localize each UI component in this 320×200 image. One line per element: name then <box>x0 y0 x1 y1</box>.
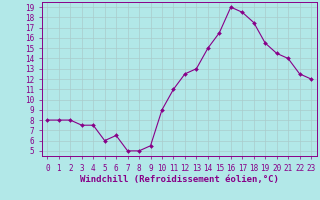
X-axis label: Windchill (Refroidissement éolien,°C): Windchill (Refroidissement éolien,°C) <box>80 175 279 184</box>
